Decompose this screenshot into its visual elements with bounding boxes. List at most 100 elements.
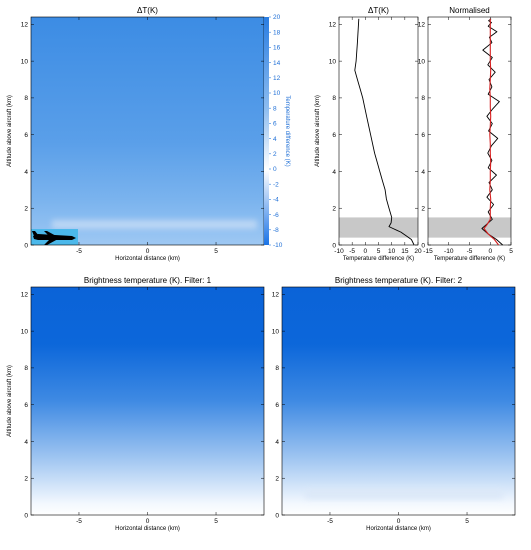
profile-ytick-label: 4 xyxy=(332,169,336,176)
bt1-ytick-label: 2 xyxy=(24,476,28,483)
normalised-frame xyxy=(427,16,512,246)
normalised-ytick-label: 6 xyxy=(421,132,425,139)
normalised-xtick-label: 5 xyxy=(509,248,513,255)
dt-xtick-label: 0 xyxy=(146,248,150,255)
profile-xlabel: Temperature difference (K) xyxy=(343,256,414,262)
bt1-ytick-label: 12 xyxy=(21,292,29,299)
profile-ytick-label: 6 xyxy=(332,132,336,139)
delta-t-axes: -5 0 5 0 2 4 6 8 10 12 ΔT(K) Horizontal distance (k… xyxy=(7,6,290,262)
profile-ytick-label: 2 xyxy=(332,206,336,213)
brightness-filter2-axes: -5 0 5 0 2 4 6 8 10 12 Brightness temperature (K).… xyxy=(272,276,515,532)
normalised-ytick-label: 0 xyxy=(421,242,425,249)
brightness-filter2-low-band xyxy=(305,489,503,499)
bt2-ytick-label: 4 xyxy=(275,439,279,446)
profile-shaded-band xyxy=(339,217,418,238)
bt1-ytick-label: 4 xyxy=(24,439,28,446)
brightness-filter1-image xyxy=(31,287,264,515)
profile-frame xyxy=(338,16,419,246)
colorbar-tick-label: 2 xyxy=(273,151,277,158)
normalised-series-line-1 xyxy=(483,18,500,246)
profile-series-line-0 xyxy=(354,18,415,246)
bt2-xlabel: Horizontal distance (km) xyxy=(366,526,431,532)
bt2-ytick-label: 8 xyxy=(275,365,279,372)
bt2-ytick-label: 12 xyxy=(272,292,280,299)
profile-xtick-label: 0 xyxy=(364,248,368,255)
bt1-ytick-label: 0 xyxy=(24,512,28,519)
profile-ytick-label: 0 xyxy=(332,242,336,249)
brightness-filter2-panel: -5 0 5 0 2 4 6 8 10 12 Brightness temperature (K).… xyxy=(272,276,516,532)
normalised-xtick-label: -10 xyxy=(444,248,454,255)
profile-ylabel: Altitude above aircraft (km) xyxy=(315,95,321,167)
profile-xtick-label: -5 xyxy=(349,248,355,255)
delta-t-colorbar xyxy=(264,17,269,245)
colorbar-tick-label: -6 xyxy=(273,212,279,219)
bt1-ylabel: Altitude above aircraft (km) xyxy=(7,365,13,437)
bt2-xtick-label: -5 xyxy=(327,518,333,525)
normalised-ytick-label: 12 xyxy=(418,22,426,29)
colorbar-tick-label: -2 xyxy=(273,181,279,188)
airplane-icon xyxy=(32,231,76,245)
normalised-axes: -15 -10 -5 0 5 0 2 4 6 8 10 12 Normalised Temperature… xyxy=(418,6,513,262)
dt-xtick-label: 5 xyxy=(214,248,218,255)
colorbar-tick-label: 14 xyxy=(273,60,281,67)
brightness-filter1-axes: -5 0 5 0 2 4 6 8 10 12 Brightness temperature (K).… xyxy=(7,276,264,532)
dt-ytick-label: 2 xyxy=(24,206,28,213)
bt2-xtick-label: 5 xyxy=(465,518,469,525)
dt-xtick-label: -5 xyxy=(76,248,82,255)
bt1-ytick-label: 10 xyxy=(21,328,29,335)
profile-xtick-label: -10 xyxy=(334,248,344,255)
colorbar-tick-label: 20 xyxy=(273,14,281,21)
profile-title: ΔT(K) xyxy=(368,6,389,15)
normalised-profile-panel: -15 -10 -5 0 5 0 2 4 6 8 10 12 Normalised Temperature… xyxy=(418,6,513,262)
profile-ytick-label: 8 xyxy=(332,95,336,102)
delta-t-heatmap-image xyxy=(31,17,264,245)
normalised-ytick-label: 8 xyxy=(421,95,425,102)
bt2-ytick-label: 2 xyxy=(275,476,279,483)
dt-ytick-label: 12 xyxy=(21,22,29,29)
colorbar-tick-label: 10 xyxy=(273,90,281,97)
bt2-xtick-label: 0 xyxy=(397,518,401,525)
colorbar-tick-label: -10 xyxy=(273,242,283,249)
colorbar-tick-label: 0 xyxy=(273,166,277,173)
dt-ytick-label: 0 xyxy=(24,242,28,249)
normalised-xlabel: Temperature difference (K) xyxy=(434,256,505,262)
bt1-xtick-label: -5 xyxy=(76,518,82,525)
colorbar-tick-label: 4 xyxy=(273,136,277,143)
brightness-filter1-panel: -5 0 5 0 2 4 6 8 10 12 Brightness temperature (K).… xyxy=(7,276,265,532)
normalised-title: Normalised xyxy=(449,6,489,15)
profile-xtick-label: 5 xyxy=(377,248,381,255)
profile-xtick-label: 10 xyxy=(388,248,396,255)
profile-xtick-label: 15 xyxy=(401,248,409,255)
dt-title: ΔT(K) xyxy=(137,6,158,15)
normalised-xtick-label: 0 xyxy=(488,248,492,255)
dt-ytick-label: 10 xyxy=(21,58,29,65)
bt1-title: Brightness temperature (K). Filter: 1 xyxy=(84,276,212,285)
dt-xlabel: Horizontal distance (km) xyxy=(115,256,180,262)
profile-ytick-label: 10 xyxy=(329,58,337,65)
delta-t-low-band xyxy=(52,220,257,229)
normalised-ytick-label: 2 xyxy=(421,206,425,213)
bt1-xtick-label: 5 xyxy=(214,518,218,525)
colorbar-tick-label: 18 xyxy=(273,29,281,36)
bt1-ytick-label: 8 xyxy=(24,365,28,372)
colorbar-tick-label: 6 xyxy=(273,121,277,128)
dt-ytick-label: 8 xyxy=(24,95,28,102)
bt1-xlabel: Horizontal distance (km) xyxy=(115,526,180,532)
bt1-ytick-label: 6 xyxy=(24,402,28,409)
dt-ylabel: Altitude above aircraft (km) xyxy=(7,95,13,167)
bt2-ytick-label: 0 xyxy=(275,512,279,519)
colorbar-tick-label: -4 xyxy=(273,197,279,204)
dt-ytick-label: 6 xyxy=(24,132,28,139)
normalised-ytick-label: 4 xyxy=(421,169,425,176)
normalised-shaded-band xyxy=(428,217,511,238)
normalised-xtick-label: -5 xyxy=(467,248,473,255)
normalised-xtick-label: -15 xyxy=(423,248,433,255)
normalised-series-line-0 xyxy=(481,18,503,246)
delta-t-heatmap-panel: -5 0 5 0 2 4 6 8 10 12 ΔT(K) Horizontal distance (k… xyxy=(7,6,290,262)
colorbar-tick-label: 16 xyxy=(273,45,281,52)
bt2-ytick-label: 6 xyxy=(275,402,279,409)
colorbar-label: Temperature difference (K) xyxy=(284,95,290,166)
